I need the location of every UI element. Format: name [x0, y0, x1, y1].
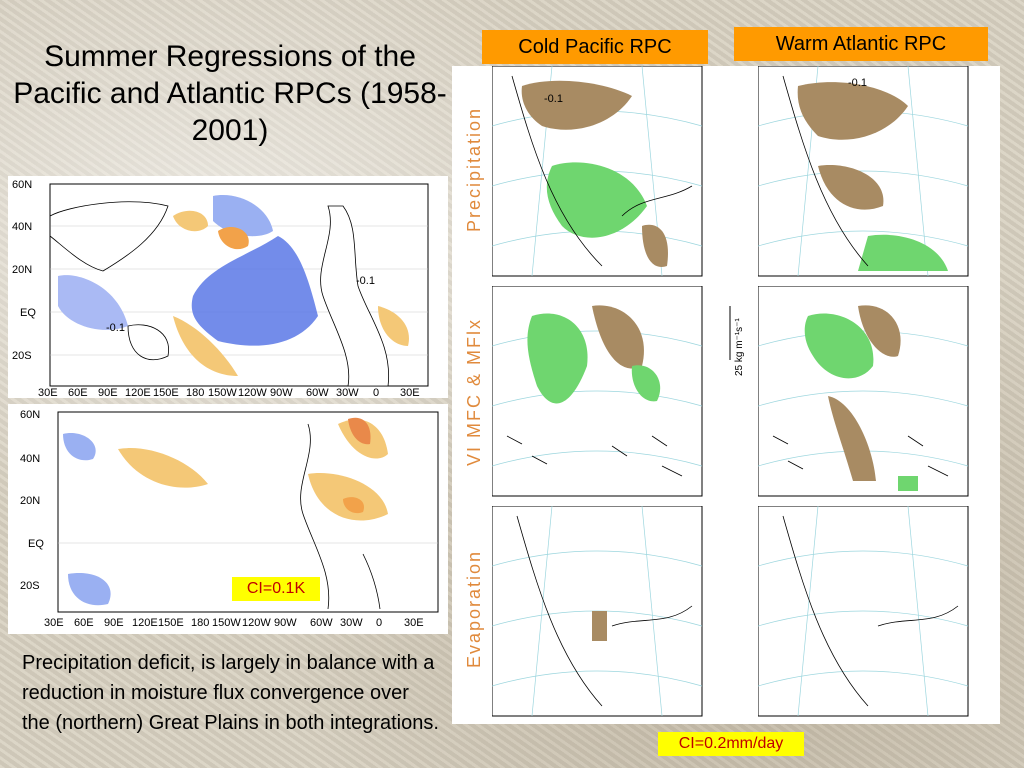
lon-tick: 120E	[125, 387, 151, 398]
contour-label: -0.1	[106, 322, 125, 334]
wet-region	[527, 313, 588, 404]
column-label-cold-pacific: Cold Pacific RPC	[482, 30, 708, 64]
dry-region	[592, 305, 644, 369]
lat-tick: EQ	[20, 307, 36, 319]
wet-region-2	[631, 365, 661, 402]
lon-tick: 120W	[238, 387, 267, 398]
lon-tick: 30E	[44, 617, 64, 629]
page-title: Summer Regressions of the Pacific and At…	[13, 40, 447, 147]
lat-tick: 20N	[12, 264, 32, 276]
lat-tick: 60N	[12, 179, 32, 191]
lon-tick: 90E	[104, 617, 124, 629]
na-map-moisture-warm-atlantic	[758, 286, 969, 497]
lat-tick: 20S	[12, 350, 32, 362]
lon-tick: 120W	[242, 617, 271, 629]
dry-region-2	[818, 165, 884, 210]
lon-tick: 30E	[400, 387, 420, 398]
warm-anomaly-region	[173, 210, 208, 232]
row-label-evaporation: Evaporation	[464, 549, 484, 668]
lat-tick: 20N	[20, 495, 40, 507]
cold-anomaly-region-2	[68, 573, 111, 606]
na-map-evaporation-warm-atlantic	[758, 506, 969, 717]
lon-tick: 150E	[153, 387, 179, 398]
dry-region	[858, 305, 901, 357]
dry-region-2	[828, 396, 876, 481]
lon-tick: 0	[376, 617, 382, 629]
lon-tick: 30E	[38, 387, 58, 398]
lon-tick: 150W	[208, 387, 237, 398]
lon-tick: 60E	[68, 387, 88, 398]
warm-anomaly-core	[348, 417, 371, 445]
warm-anomaly-region-2	[173, 316, 238, 376]
lat-ticks-bottom: 60N 40N 20N EQ 20S	[20, 409, 44, 592]
column-label-warm-atlantic: Warm Atlantic RPC	[734, 27, 988, 61]
warm-anomaly-region-3	[378, 306, 409, 346]
wet-region	[546, 162, 647, 238]
row-label-moisture-flux: VI MFC & MFlx	[464, 318, 484, 466]
cold-anomaly-region	[191, 236, 318, 346]
map-top-plot-area: -0.1 -0.1	[49, 183, 429, 387]
vector-scale: 25 kg m⁻¹s⁻¹	[726, 300, 750, 380]
ci-precip-label: CI=0.2mm/day	[658, 732, 804, 756]
vector-scale-label: 25 kg m⁻¹s⁻¹	[734, 318, 745, 376]
lat-tick: 20S	[20, 580, 40, 592]
lon-tick: 90E	[98, 387, 118, 398]
lon-tick: 30W	[340, 617, 363, 629]
lon-tick: 150E	[158, 617, 184, 629]
na-map-moisture-cold-pacific	[492, 286, 703, 497]
lon-ticks-bottom: 30E 60E 90E 120E 150E 180 150W 120W 90W …	[44, 617, 424, 629]
lon-tick: 180	[186, 387, 204, 398]
na-map-evaporation-cold-pacific	[492, 506, 703, 717]
cold-anomaly-region-3	[58, 275, 128, 330]
dry-region-2	[642, 224, 668, 267]
warm-anomaly-region-3	[118, 448, 208, 488]
landmass-americas	[300, 423, 381, 610]
cold-anomaly-region	[63, 433, 96, 461]
lon-tick: 0	[373, 387, 379, 398]
lat-ticks-top: 60N 40N 20N EQ 20S	[12, 179, 36, 362]
contour-label: -0.1	[848, 77, 867, 89]
lon-tick: 90W	[274, 617, 297, 629]
warm-anomaly-core	[218, 226, 249, 250]
wet-region	[804, 313, 874, 379]
landmass-americas	[320, 205, 390, 387]
lon-tick: 120E	[132, 617, 158, 629]
lon-tick: 180	[191, 617, 209, 629]
lat-tick: 40N	[12, 221, 32, 233]
wet-region	[858, 234, 948, 271]
wet-region-2	[898, 476, 918, 491]
landmass-asia	[49, 201, 169, 272]
lon-tick: 60W	[306, 387, 329, 398]
lat-tick: EQ	[28, 538, 44, 550]
cold-anomaly-region-2	[213, 195, 273, 237]
global-map-bottom: 60N 40N 20N EQ 20S 30E 60E 90E 120E 150E…	[8, 404, 448, 634]
caption-text: Precipitation deficit, is largely in bal…	[22, 652, 439, 734]
coastline	[782, 75, 869, 267]
lat-tick: 40N	[20, 453, 40, 465]
lon-tick: 90W	[270, 387, 293, 398]
na-map-precip-cold-pacific: -0.1	[492, 66, 703, 277]
ci-sst-label: CI=0.1K	[232, 577, 320, 601]
row-label-precipitation: Precipitation	[464, 106, 484, 232]
landmass-australia	[127, 324, 170, 361]
contour-label: -0.1	[544, 93, 563, 105]
coastline	[782, 515, 959, 707]
lon-ticks-top: 30E 60E 90E 120E 150E 180 150W 120W 90W …	[38, 387, 420, 398]
lat-tick: 60N	[20, 409, 40, 421]
dry-region	[797, 82, 908, 140]
global-map-top: -0.1 -0.1 60N 40N 20N EQ 20S 30E 60E 90E…	[8, 176, 448, 398]
warm-anomaly-region-2	[308, 473, 388, 521]
dry-region	[592, 611, 607, 641]
lon-tick: 30E	[404, 617, 424, 629]
contour-label: -0.1	[356, 275, 375, 287]
lon-tick: 60E	[74, 617, 94, 629]
lon-tick: 60W	[310, 617, 333, 629]
lon-tick: 150W	[212, 617, 241, 629]
lon-tick: 30W	[336, 387, 359, 398]
coastline	[511, 75, 693, 267]
na-map-precip-warm-atlantic: -0.1	[758, 66, 969, 277]
coastline	[516, 515, 693, 707]
dry-region	[521, 80, 632, 130]
warm-anomaly-core-2	[343, 497, 364, 514]
